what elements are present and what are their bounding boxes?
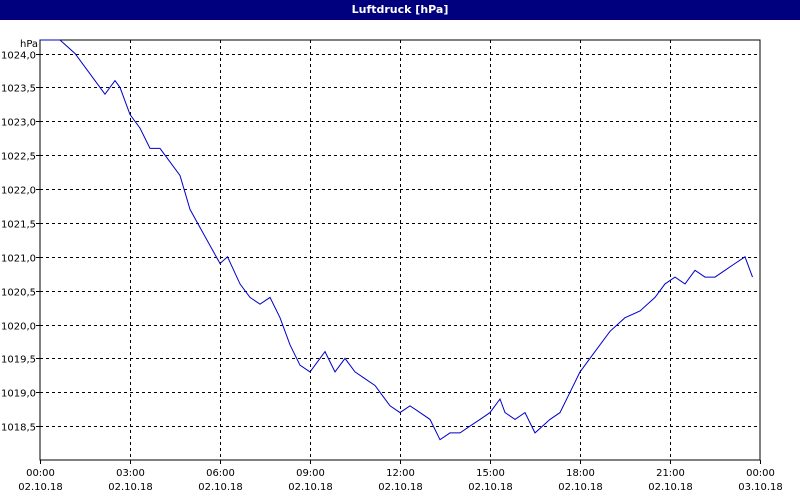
x-tick-time: 15:00 [476, 468, 505, 479]
x-axis-ticks: 00:00 02.10.18 03:00 02.10.18 06:00 02.10.18 0… [18, 460, 783, 493]
y-tick-label: 1019,0 [1, 389, 36, 400]
y-axis-ticks: 1024,0 1023,5 1023,0 1022,5 1022,0 1021,5 1021… [1, 51, 40, 434]
x-tick-date: 02.10.18 [468, 482, 513, 493]
x-tick-date: 02.10.18 [648, 482, 693, 493]
gridlines [40, 40, 760, 460]
x-tick-time: 09:00 [296, 468, 325, 479]
x-tick-time: 03:00 [116, 468, 145, 479]
x-tick-date: 02.10.18 [198, 482, 243, 493]
x-tick-date: 02.10.18 [288, 482, 333, 493]
chart-title: Luftdruck [hPa] [0, 0, 800, 20]
y-tick-label: 1020,5 [1, 288, 36, 299]
x-tick-date: 02.10.18 [558, 482, 603, 493]
series-group [40, 39, 753, 441]
y-tick-label: 1023,5 [1, 84, 36, 95]
y-tick-label: 1022,5 [1, 152, 36, 163]
y-tick-label: 1021,5 [1, 220, 36, 231]
y-tick-label: 1023,0 [1, 118, 36, 129]
x-tick-time: 18:00 [566, 468, 595, 479]
x-tick-date: 02.10.18 [378, 482, 423, 493]
x-tick-time: 06:00 [206, 468, 235, 479]
x-tick-time: 00:00 [26, 468, 55, 479]
x-tick-date: 03.10.18 [738, 482, 783, 493]
y-tick-label: 1024,0 [1, 51, 36, 62]
series-line [40, 39, 753, 441]
x-tick-time: 12:00 [386, 468, 415, 479]
y-tick-label: 1021,0 [1, 254, 36, 265]
y-tick-label: 1022,0 [1, 186, 36, 197]
y-unit-label: hPa [20, 39, 38, 50]
x-tick-time: 00:00 [746, 468, 775, 479]
y-tick-label: 1020,0 [1, 322, 36, 333]
x-tick-date: 02.10.18 [18, 482, 63, 493]
y-tick-label: 1019,5 [1, 355, 36, 366]
x-tick-date: 02.10.18 [108, 482, 153, 493]
y-tick-label: 1018,5 [1, 423, 36, 434]
line-chart: hPa 1024,0 1023,5 1023,0 1022,5 1022,0 1021,5… [1, 39, 783, 493]
x-tick-time: 21:00 [656, 468, 685, 479]
